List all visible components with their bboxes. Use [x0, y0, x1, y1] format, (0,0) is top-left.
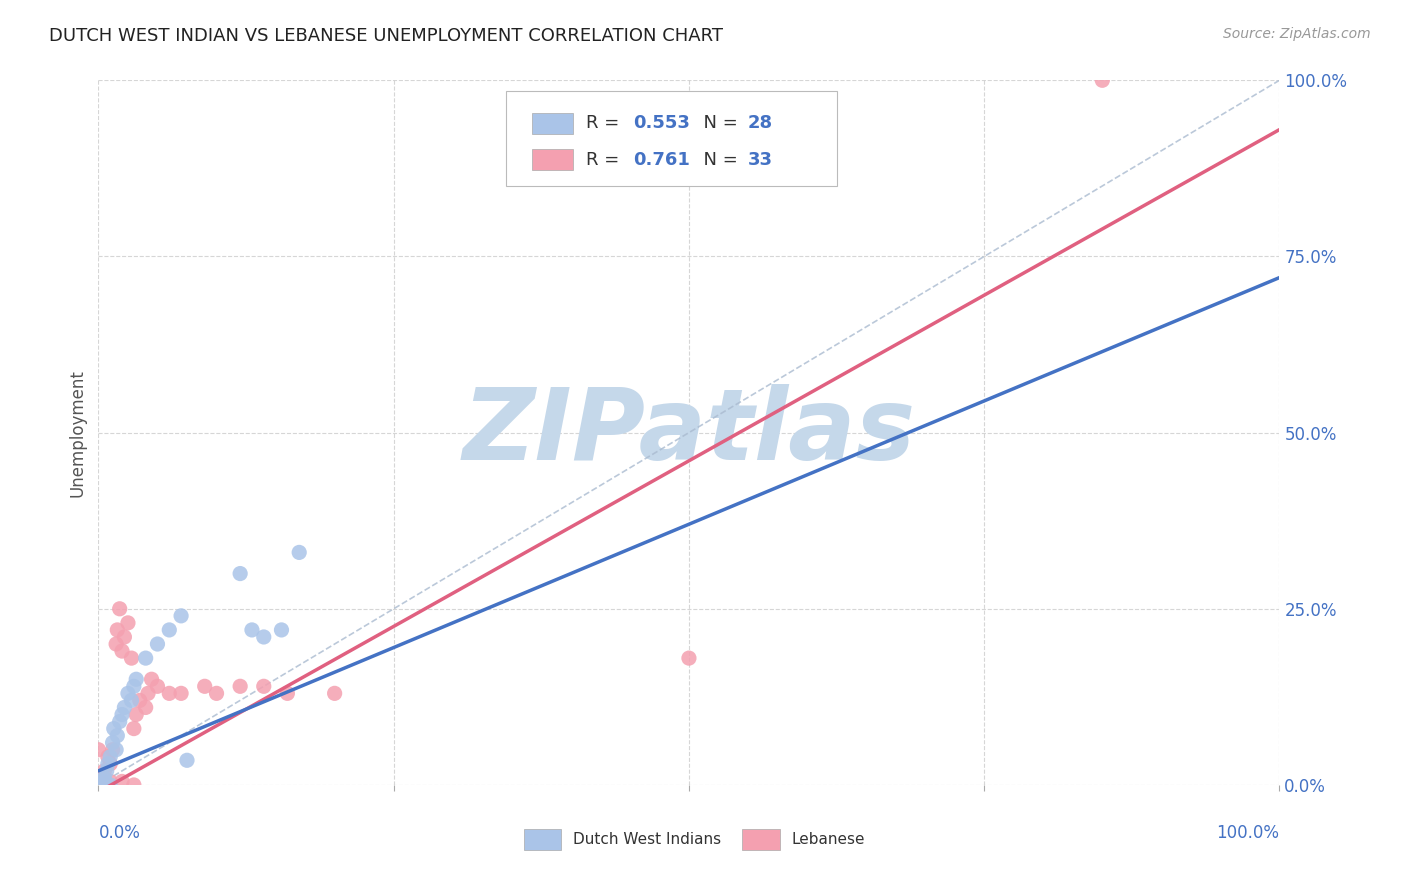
Point: [101, 742, 124, 756]
Point: [170, 608, 193, 623]
Point: [112, 630, 135, 644]
Point: [105, 623, 128, 637]
Point: [98, 774, 121, 789]
Point: [111, 707, 134, 722]
Point: [157, 686, 180, 700]
Point: [108, 601, 131, 615]
Point: [276, 686, 298, 700]
Text: 100.0%: 100.0%: [1216, 823, 1279, 842]
Point: [97, 749, 120, 764]
Point: [229, 566, 252, 581]
Text: Source: ZipAtlas.com: Source: ZipAtlas.com: [1223, 27, 1371, 41]
Text: 28: 28: [748, 114, 773, 132]
Point: [205, 686, 228, 700]
Point: [146, 637, 169, 651]
Text: N =: N =: [693, 114, 744, 132]
Point: [93, 774, 115, 789]
FancyBboxPatch shape: [506, 91, 837, 186]
Text: 33: 33: [748, 151, 773, 169]
Point: [122, 778, 145, 792]
Text: Dutch West Indians: Dutch West Indians: [574, 832, 721, 847]
Point: [117, 615, 139, 630]
Point: [1091, 73, 1114, 87]
Point: [125, 673, 148, 687]
Point: [108, 714, 131, 729]
Point: [194, 679, 217, 693]
Point: [270, 623, 292, 637]
Point: [87, 774, 110, 789]
Point: [87, 742, 110, 756]
Point: [176, 753, 198, 767]
Point: [93, 764, 115, 778]
Text: 0.0%: 0.0%: [98, 823, 141, 842]
Point: [170, 686, 193, 700]
Text: N =: N =: [693, 151, 744, 169]
Point: [103, 722, 125, 736]
Point: [253, 630, 276, 644]
Point: [141, 673, 163, 687]
Point: [240, 623, 263, 637]
Point: [122, 679, 145, 693]
Point: [117, 686, 139, 700]
FancyBboxPatch shape: [531, 149, 574, 170]
Point: [157, 623, 180, 637]
Point: [288, 545, 311, 559]
Point: [101, 736, 124, 750]
Y-axis label: Unemployment: Unemployment: [69, 368, 87, 497]
FancyBboxPatch shape: [531, 112, 574, 134]
Point: [98, 749, 121, 764]
Point: [146, 679, 169, 693]
Text: R =: R =: [586, 151, 626, 169]
Point: [111, 644, 134, 658]
Point: [323, 686, 346, 700]
Point: [135, 700, 157, 714]
Text: ZIPatlas: ZIPatlas: [463, 384, 915, 481]
Point: [97, 756, 120, 771]
Text: 0.761: 0.761: [634, 151, 690, 169]
Point: [121, 693, 143, 707]
Point: [112, 700, 135, 714]
Point: [125, 707, 148, 722]
Point: [93, 771, 115, 785]
Point: [98, 756, 121, 771]
FancyBboxPatch shape: [742, 830, 780, 850]
Point: [678, 651, 700, 665]
Text: Lebanese: Lebanese: [792, 832, 865, 847]
Point: [105, 637, 128, 651]
Text: DUTCH WEST INDIAN VS LEBANESE UNEMPLOYMENT CORRELATION CHART: DUTCH WEST INDIAN VS LEBANESE UNEMPLOYME…: [49, 27, 723, 45]
FancyBboxPatch shape: [523, 830, 561, 850]
Point: [136, 686, 159, 700]
Point: [135, 651, 157, 665]
Point: [105, 729, 128, 743]
Point: [87, 771, 110, 785]
Point: [253, 679, 276, 693]
Point: [128, 693, 150, 707]
Point: [98, 778, 121, 792]
Point: [229, 679, 252, 693]
Point: [96, 764, 118, 778]
Text: R =: R =: [586, 114, 626, 132]
Point: [111, 774, 134, 789]
Text: 0.553: 0.553: [634, 114, 690, 132]
Point: [121, 651, 143, 665]
Point: [105, 742, 128, 756]
Point: [122, 722, 145, 736]
